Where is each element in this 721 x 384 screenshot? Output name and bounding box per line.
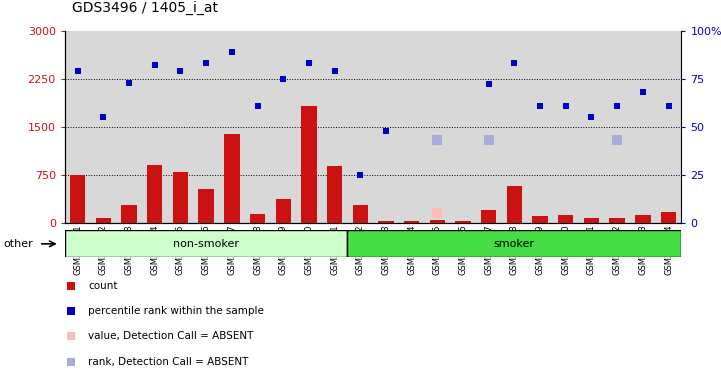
- Bar: [553, 31, 578, 223]
- Text: count: count: [88, 281, 118, 291]
- Bar: [635, 215, 650, 223]
- Bar: [655, 31, 681, 223]
- Bar: [249, 214, 265, 223]
- Bar: [91, 31, 116, 223]
- Bar: [527, 31, 553, 223]
- Bar: [296, 31, 322, 223]
- Bar: [379, 222, 394, 223]
- Bar: [193, 31, 219, 223]
- Bar: [481, 210, 496, 223]
- Bar: [348, 31, 373, 223]
- Bar: [578, 31, 604, 223]
- Bar: [502, 31, 527, 223]
- Bar: [609, 218, 625, 223]
- Bar: [327, 166, 342, 223]
- Bar: [270, 31, 296, 223]
- Bar: [507, 185, 522, 223]
- Bar: [630, 31, 655, 223]
- Bar: [173, 172, 188, 223]
- Bar: [348, 230, 681, 257]
- Bar: [96, 218, 111, 223]
- Text: non-smoker: non-smoker: [173, 239, 239, 249]
- Bar: [70, 175, 85, 223]
- Bar: [584, 218, 599, 223]
- Text: other: other: [4, 239, 33, 249]
- Bar: [121, 205, 137, 223]
- Bar: [167, 31, 193, 223]
- Bar: [404, 222, 420, 223]
- Bar: [142, 31, 167, 223]
- Text: percentile rank within the sample: percentile rank within the sample: [88, 306, 264, 316]
- Text: value, Detection Call = ABSENT: value, Detection Call = ABSENT: [88, 331, 254, 341]
- Bar: [660, 212, 676, 223]
- Bar: [147, 165, 162, 223]
- Bar: [604, 31, 630, 223]
- Bar: [373, 31, 399, 223]
- Bar: [425, 31, 450, 223]
- Bar: [219, 31, 244, 223]
- Text: smoker: smoker: [494, 239, 535, 249]
- Bar: [65, 31, 91, 223]
- Bar: [244, 31, 270, 223]
- Bar: [430, 220, 445, 223]
- Bar: [450, 31, 476, 223]
- Bar: [322, 31, 348, 223]
- Bar: [275, 199, 291, 223]
- Bar: [224, 134, 239, 223]
- Text: GDS3496 / 1405_i_at: GDS3496 / 1405_i_at: [72, 1, 218, 15]
- Bar: [455, 222, 471, 223]
- Bar: [558, 215, 573, 223]
- Bar: [65, 230, 348, 257]
- Bar: [532, 216, 548, 223]
- Bar: [301, 106, 317, 223]
- Text: rank, Detection Call = ABSENT: rank, Detection Call = ABSENT: [88, 357, 249, 367]
- Bar: [198, 189, 214, 223]
- Bar: [399, 31, 425, 223]
- Bar: [116, 31, 142, 223]
- Bar: [476, 31, 502, 223]
- Bar: [353, 205, 368, 223]
